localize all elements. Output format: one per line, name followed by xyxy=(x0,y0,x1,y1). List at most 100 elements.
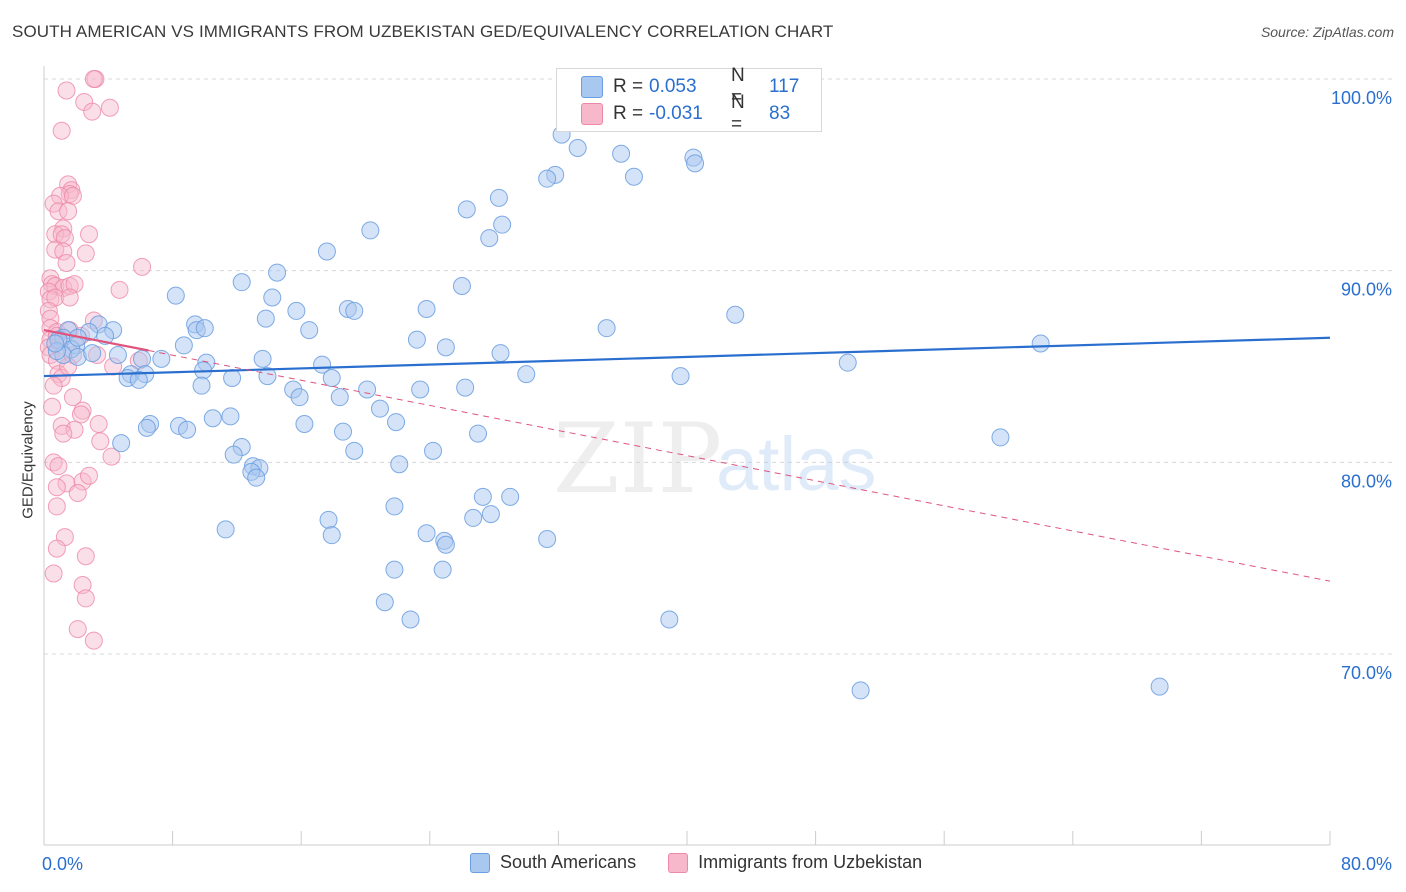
legend-item-south-americans[interactable]: South Americans xyxy=(470,852,636,873)
uzbekistan-point[interactable] xyxy=(91,432,110,451)
south-american-point[interactable] xyxy=(112,434,131,453)
south-american-point[interactable] xyxy=(221,407,240,426)
uzbekistan-point[interactable] xyxy=(100,98,119,117)
uzbekistan-point[interactable] xyxy=(133,257,152,276)
south-american-point[interactable] xyxy=(452,277,471,295)
south-american-point[interactable] xyxy=(253,349,272,368)
uzbekistan-point[interactable] xyxy=(55,229,74,248)
south-american-point[interactable] xyxy=(493,215,512,234)
south-american-point[interactable] xyxy=(436,338,455,357)
south-american-point[interactable] xyxy=(268,263,287,282)
south-american-point[interactable] xyxy=(300,321,319,340)
south-american-point[interactable] xyxy=(178,420,197,439)
uzbekistan-point[interactable] xyxy=(80,466,99,485)
south-american-point[interactable] xyxy=(1150,677,1169,696)
south-american-point[interactable] xyxy=(491,344,510,363)
uzbekistan-point[interactable] xyxy=(71,405,90,424)
south-american-point[interactable] xyxy=(174,336,193,355)
uzbekistan-point[interactable] xyxy=(47,497,66,516)
south-american-point[interactable] xyxy=(686,154,705,173)
south-american-point[interactable] xyxy=(152,349,171,368)
south-american-point[interactable] xyxy=(433,560,452,579)
uzbekistan-point[interactable] xyxy=(54,424,73,443)
south-american-point[interactable] xyxy=(256,309,275,328)
south-american-point[interactable] xyxy=(192,376,211,395)
uzbekistan-point[interactable] xyxy=(59,202,78,221)
south-american-point[interactable] xyxy=(83,344,102,363)
uzbekistan-point[interactable] xyxy=(47,539,66,558)
south-american-point[interactable] xyxy=(133,349,152,368)
uzbekistan-point[interactable] xyxy=(84,70,103,88)
south-american-point[interactable] xyxy=(517,365,536,384)
south-american-point[interactable] xyxy=(489,188,508,207)
uzbekistan-point[interactable] xyxy=(110,280,129,299)
south-american-point[interactable] xyxy=(851,681,870,700)
uzbekistan-point[interactable] xyxy=(46,225,65,244)
uzbekistan-point[interactable] xyxy=(102,447,121,466)
uzbekistan-point[interactable] xyxy=(68,620,87,639)
south-american-point[interactable] xyxy=(295,415,314,433)
uzbekistan-point[interactable] xyxy=(57,81,76,100)
south-american-point[interactable] xyxy=(417,524,436,543)
south-american-point[interactable] xyxy=(411,380,430,399)
uzbekistan-point[interactable] xyxy=(60,288,79,307)
uzbekistan-point[interactable] xyxy=(63,388,82,407)
south-american-point[interactable] xyxy=(108,346,127,364)
south-american-point[interactable] xyxy=(247,468,266,487)
uzbekistan-point[interactable] xyxy=(49,202,68,221)
south-american-point[interactable] xyxy=(319,510,338,529)
south-american-point[interactable] xyxy=(991,428,1010,447)
south-american-point[interactable] xyxy=(417,300,436,318)
south-american-point[interactable] xyxy=(287,301,306,320)
south-american-point[interactable] xyxy=(660,610,679,629)
south-american-point[interactable] xyxy=(436,535,455,554)
uzbekistan-point[interactable] xyxy=(52,121,71,140)
south-american-point[interactable] xyxy=(501,487,520,506)
south-american-point[interactable] xyxy=(223,369,242,387)
south-american-point[interactable] xyxy=(480,229,499,248)
south-american-point[interactable] xyxy=(424,441,443,460)
south-american-point[interactable] xyxy=(385,497,404,516)
uzbekistan-point[interactable] xyxy=(47,478,66,497)
south-american-point[interactable] xyxy=(457,200,476,219)
south-american-point[interactable] xyxy=(166,286,185,305)
uzbekistan-point[interactable] xyxy=(57,254,76,272)
south-american-point[interactable] xyxy=(464,508,483,527)
south-american-point[interactable] xyxy=(232,273,251,292)
south-american-point[interactable] xyxy=(195,319,214,338)
south-american-point[interactable] xyxy=(137,418,156,437)
uzbekistan-point[interactable] xyxy=(76,547,95,566)
uzbekistan-point[interactable] xyxy=(68,484,87,502)
south-american-point[interactable] xyxy=(345,441,364,460)
south-american-point[interactable] xyxy=(317,242,336,261)
uzbekistan-point[interactable] xyxy=(84,631,103,650)
uzbekistan-point[interactable] xyxy=(49,457,68,476)
south-american-point[interactable] xyxy=(361,221,380,240)
uzbekistan-point[interactable] xyxy=(76,589,95,608)
uzbekistan-point[interactable] xyxy=(54,242,73,261)
uzbekistan-point[interactable] xyxy=(44,564,63,583)
uzbekistan-point[interactable] xyxy=(43,397,62,416)
legend-item-uzbekistan[interactable]: Immigrants from Uzbekistan xyxy=(668,852,922,873)
south-american-point[interactable] xyxy=(358,380,377,399)
uzbekistan-point[interactable] xyxy=(44,376,63,395)
uzbekistan-point[interactable] xyxy=(80,225,99,244)
south-american-point[interactable] xyxy=(469,424,488,443)
south-american-point[interactable] xyxy=(216,520,235,539)
south-american-point[interactable] xyxy=(375,593,394,612)
south-american-point[interactable] xyxy=(1031,334,1050,353)
south-american-point[interactable] xyxy=(597,319,616,338)
south-american-point[interactable] xyxy=(322,526,341,545)
south-american-point[interactable] xyxy=(263,288,282,307)
south-american-point[interactable] xyxy=(568,139,587,157)
south-american-point[interactable] xyxy=(129,370,148,389)
south-american-point[interactable] xyxy=(224,445,243,464)
south-american-point[interactable] xyxy=(473,487,492,506)
south-american-point[interactable] xyxy=(203,409,222,428)
uzbekistan-point[interactable] xyxy=(83,102,102,121)
south-american-point[interactable] xyxy=(401,610,420,629)
south-american-point[interactable] xyxy=(387,413,406,432)
south-american-point[interactable] xyxy=(258,367,277,386)
south-american-point[interactable] xyxy=(46,334,65,353)
south-american-point[interactable] xyxy=(456,378,475,397)
